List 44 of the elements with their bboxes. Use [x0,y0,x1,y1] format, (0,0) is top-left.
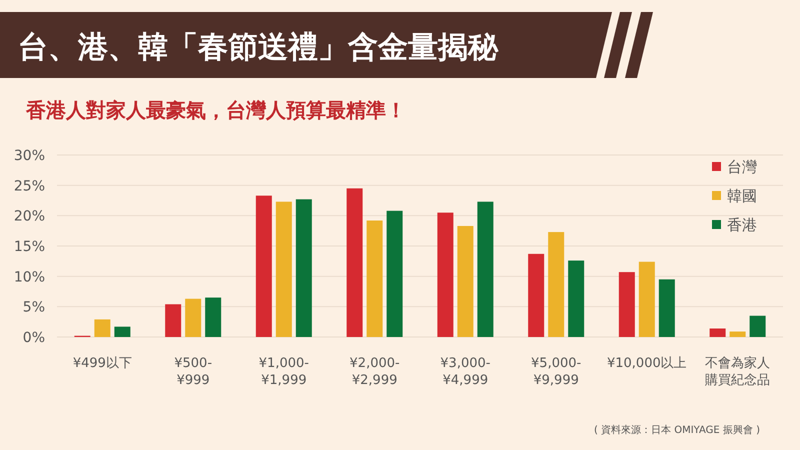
bar [296,199,312,337]
bar [386,210,403,337]
bar [114,326,130,337]
x-tick-label: ¥3,000- ¥4,999 [440,356,491,388]
y-tick-label: 10% [14,269,45,286]
bar [366,220,383,337]
x-tick-label: ¥1,000- ¥1,999 [258,356,310,388]
y-tick-label: 20% [14,208,45,225]
legend-label: 台灣 [727,158,757,176]
bar [658,279,675,337]
x-tick-label: 不會為家人購買紀念品 [705,355,770,388]
y-tick-label: 15% [14,239,45,255]
chart-title: 台、港、韓「春節送禮」含金量揭秘 [18,30,499,65]
bar [730,332,746,337]
bar [477,202,494,337]
y-tick-label: 5% [22,300,45,316]
bar [638,262,655,337]
chart-subtitle: 香港人對家人最豪氣，台灣人預算最精準！ [25,98,406,122]
bar [346,188,363,337]
bar [165,304,182,337]
x-tick-label: ¥10,000以上 [606,356,687,371]
bar [256,196,272,337]
legend-label: 韓國 [727,187,757,205]
y-tick-label: 0% [22,330,45,346]
bar [185,298,202,337]
y-tick-label: 30% [14,148,45,164]
bar [568,260,584,337]
bar [710,328,726,337]
x-tick-label: ¥5,000- ¥9,999 [531,356,582,388]
bar [205,298,222,337]
bar [457,226,474,337]
bar [437,212,454,337]
text: ( 資料來源：日本 OMIYAGE 振興會 ) [594,424,760,436]
bar [528,254,544,337]
legend-label: 香港 [727,216,757,234]
bar [548,232,564,337]
x-tick-label: ¥500- ¥999 [174,356,212,388]
bar [750,316,766,337]
bar [618,272,635,337]
y-tick-label: 25% [14,178,45,194]
bar [276,202,292,337]
bar [94,319,110,337]
x-tick-label: ¥2,000- ¥2,999 [350,356,400,388]
x-tick-label: ¥499以下 [72,356,132,371]
